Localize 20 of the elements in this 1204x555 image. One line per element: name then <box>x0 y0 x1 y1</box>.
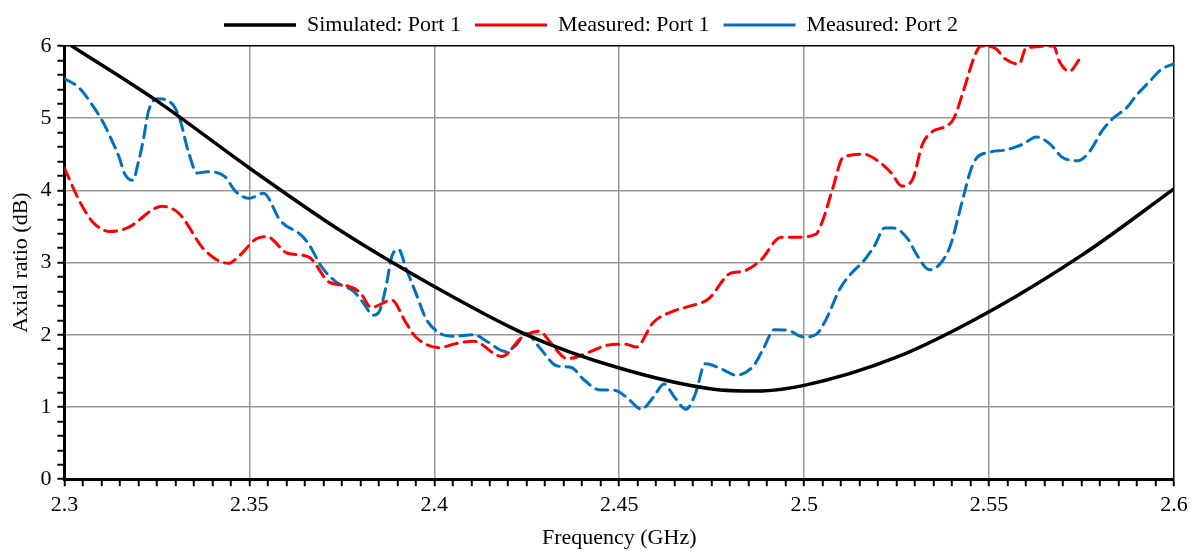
x-tick-label: 2.4 <box>420 491 449 517</box>
y-tick-label: 5 <box>40 103 52 129</box>
y-axis-title: Axial ratio (dB) <box>6 192 32 333</box>
x-tick-label: 2.55 <box>969 491 1009 517</box>
legend-label: Measured: Port 2 <box>806 10 959 36</box>
x-tick-label: 2.35 <box>230 491 269 517</box>
y-tick-label: 4 <box>40 176 52 202</box>
y-tick-label: 2 <box>40 320 52 346</box>
x-tick-label: 2.45 <box>599 491 639 517</box>
x-tick-label: 2.6 <box>1160 491 1188 517</box>
y-tick-label: 3 <box>40 248 52 274</box>
line-series <box>64 46 1082 361</box>
x-axis-title: Frequency (GHz) <box>541 523 697 549</box>
y-tick-label: 1 <box>40 392 52 418</box>
x-tick-label: 2.5 <box>790 491 818 517</box>
legend-label: Simulated: Port 1 <box>306 10 461 36</box>
y-tick-label: 6 <box>40 31 52 57</box>
x-tick-label: 2.3 <box>50 491 79 517</box>
legend-label: Measured: Port 1 <box>557 10 710 36</box>
y-tick-label: 0 <box>40 464 52 490</box>
